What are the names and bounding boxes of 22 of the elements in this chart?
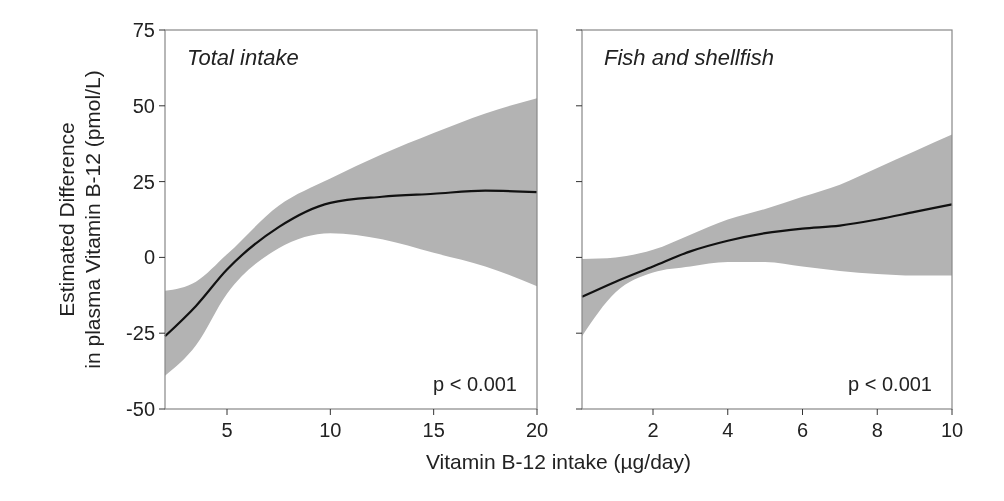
y-tick-label: -25 [126,322,155,345]
y-tick-label: -50 [126,398,155,420]
annotation: p < 0.001 [848,373,932,395]
text: Total intake [187,45,299,70]
x-tick-label: 2 [647,419,659,441]
annotation: p < 0.001 [433,373,517,395]
x-tick-label: 4 [722,419,734,441]
x-tick-label: 10 [940,419,964,441]
y-tick-label: 0 [143,246,155,269]
x-tick-label: 15 [422,419,445,441]
y-axis-title: Estimated Difference in plasma Vitamin B-12 (pmol/L) [55,70,104,369]
x-tick-label: 20 [525,419,549,441]
y-tick-label: 75 [132,19,155,41]
x-axis-title: Vitamin B-12 intake (µg/day) [425,450,692,473]
y-tick-label: 25 [132,170,155,193]
x-tick-label: 10 [319,419,342,441]
y-tick-label: 50 [132,94,155,117]
text: Fish and shellfish [604,45,774,70]
x-tick-label: 6 [796,419,809,441]
line-series [163,189,539,338]
x-tick-label: 8 [871,419,883,441]
x-tick-label: 5 [221,419,233,441]
